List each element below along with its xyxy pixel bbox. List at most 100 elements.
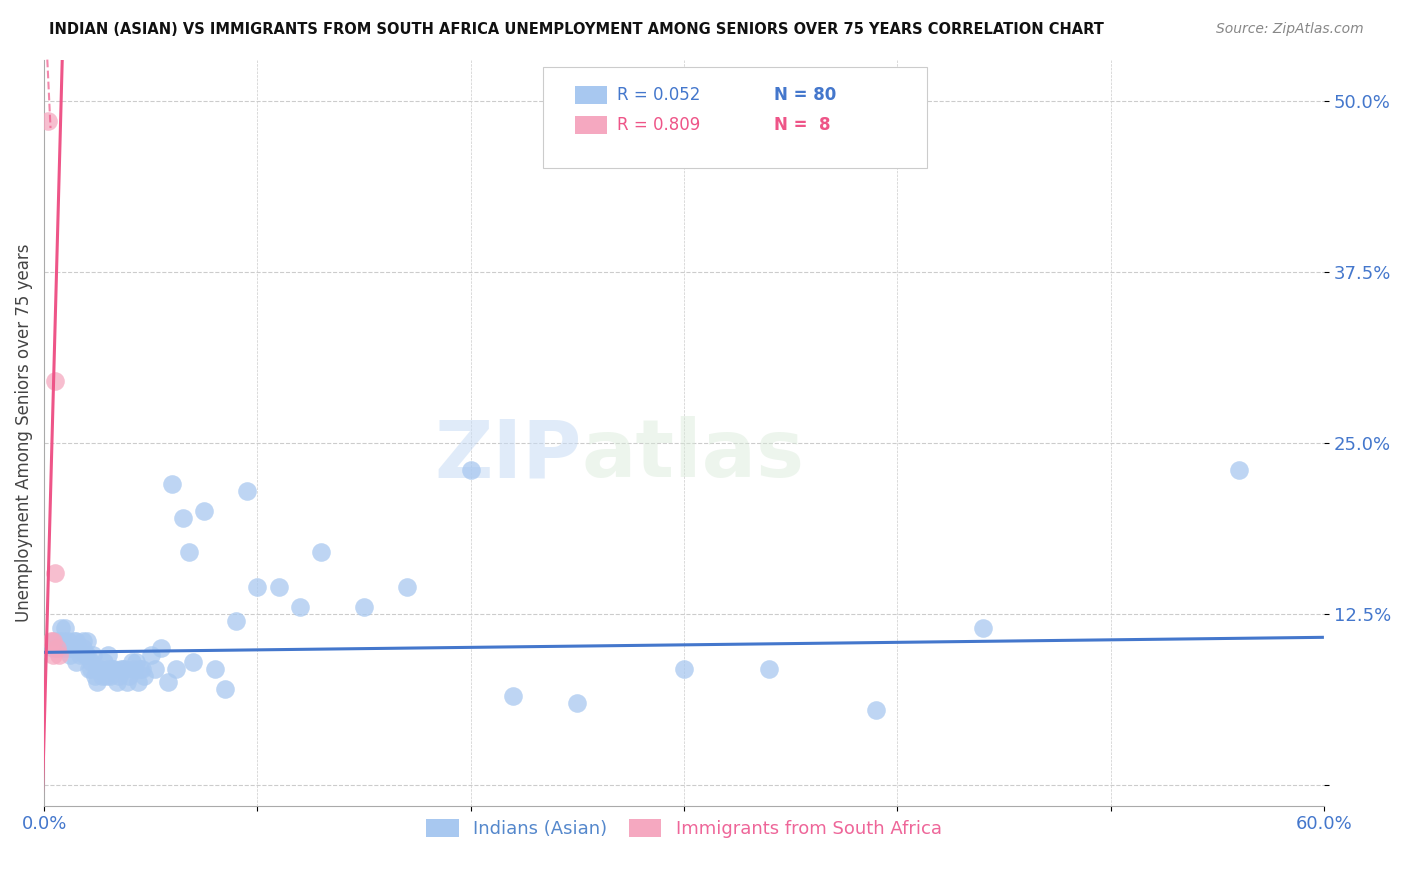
Point <box>86 675 108 690</box>
Point <box>183 655 205 669</box>
Point <box>311 545 333 559</box>
Point <box>97 662 120 676</box>
Point <box>45 641 67 656</box>
Point <box>67 641 90 656</box>
Point <box>204 662 226 676</box>
Point <box>41 641 63 656</box>
Text: N =  8: N = 8 <box>773 116 830 134</box>
Point <box>59 648 82 662</box>
Point <box>97 648 120 662</box>
Text: N = 80: N = 80 <box>773 86 835 104</box>
Point <box>44 566 66 580</box>
Point <box>134 668 156 682</box>
Point <box>193 504 215 518</box>
Point <box>56 634 79 648</box>
Point <box>48 634 70 648</box>
Point <box>41 634 63 648</box>
Point <box>1227 463 1250 477</box>
Point <box>143 662 166 676</box>
Point <box>41 648 63 662</box>
Legend: Indians (Asian), Immigrants from South Africa: Indians (Asian), Immigrants from South A… <box>419 812 949 846</box>
Point <box>288 600 311 615</box>
Point <box>125 655 148 669</box>
Point <box>114 662 136 676</box>
Point <box>76 634 98 648</box>
Text: R = 0.809: R = 0.809 <box>617 116 700 134</box>
Point <box>52 634 75 648</box>
Point <box>65 655 87 669</box>
Point <box>460 463 482 477</box>
Point <box>110 662 132 676</box>
FancyBboxPatch shape <box>543 67 927 168</box>
Point <box>165 662 187 676</box>
Point <box>353 600 375 615</box>
Point <box>105 675 128 690</box>
Point <box>139 648 162 662</box>
Point <box>90 668 112 682</box>
Point <box>89 662 111 676</box>
Point <box>65 634 87 648</box>
Point <box>395 580 418 594</box>
Point <box>80 662 103 676</box>
Point <box>567 696 589 710</box>
Point <box>107 668 129 682</box>
Point <box>59 641 82 656</box>
Text: INDIAN (ASIAN) VS IMMIGRANTS FROM SOUTH AFRICA UNEMPLOYMENT AMONG SENIORS OVER 7: INDIAN (ASIAN) VS IMMIGRANTS FROM SOUTH … <box>49 22 1104 37</box>
Text: R = 0.052: R = 0.052 <box>617 86 700 104</box>
Point <box>122 662 145 676</box>
Point <box>73 648 96 662</box>
Text: Source: ZipAtlas.com: Source: ZipAtlas.com <box>1216 22 1364 37</box>
Point <box>118 668 141 682</box>
Point <box>51 621 73 635</box>
Point <box>69 648 91 662</box>
Text: atlas: atlas <box>582 416 804 494</box>
Point <box>117 675 139 690</box>
Point <box>72 634 94 648</box>
Point <box>225 614 247 628</box>
Point <box>44 634 66 648</box>
Point <box>502 689 524 703</box>
Point <box>86 662 108 676</box>
Text: ZIP: ZIP <box>434 416 582 494</box>
Point <box>37 114 59 128</box>
Point <box>48 648 70 662</box>
Point <box>160 477 183 491</box>
Point <box>121 655 143 669</box>
Point <box>72 641 94 656</box>
Y-axis label: Unemployment Among Seniors over 75 years: Unemployment Among Seniors over 75 years <box>15 244 32 622</box>
Point <box>55 621 77 635</box>
Point <box>63 634 86 648</box>
Point <box>672 662 695 676</box>
Point <box>172 511 194 525</box>
Point <box>758 662 780 676</box>
Point <box>77 662 100 676</box>
Point <box>98 668 121 682</box>
Point <box>84 668 107 682</box>
Point <box>101 662 124 676</box>
Point <box>129 662 152 676</box>
Point <box>246 580 269 594</box>
Point <box>39 634 62 648</box>
Point <box>76 648 98 662</box>
Point <box>150 641 173 656</box>
FancyBboxPatch shape <box>575 86 607 104</box>
Point <box>94 668 117 682</box>
Point <box>55 641 77 656</box>
Point <box>179 545 201 559</box>
Point <box>80 655 103 669</box>
Point <box>214 682 236 697</box>
Point <box>82 648 104 662</box>
Point <box>131 662 153 676</box>
Point <box>44 374 66 388</box>
Point <box>156 675 179 690</box>
Point <box>93 655 115 669</box>
Point <box>235 483 257 498</box>
Point <box>865 703 887 717</box>
Point <box>103 662 125 676</box>
Point <box>60 641 83 656</box>
Point <box>127 675 149 690</box>
FancyBboxPatch shape <box>575 116 607 134</box>
Point <box>45 641 67 656</box>
Point <box>972 621 994 635</box>
Point <box>112 662 135 676</box>
